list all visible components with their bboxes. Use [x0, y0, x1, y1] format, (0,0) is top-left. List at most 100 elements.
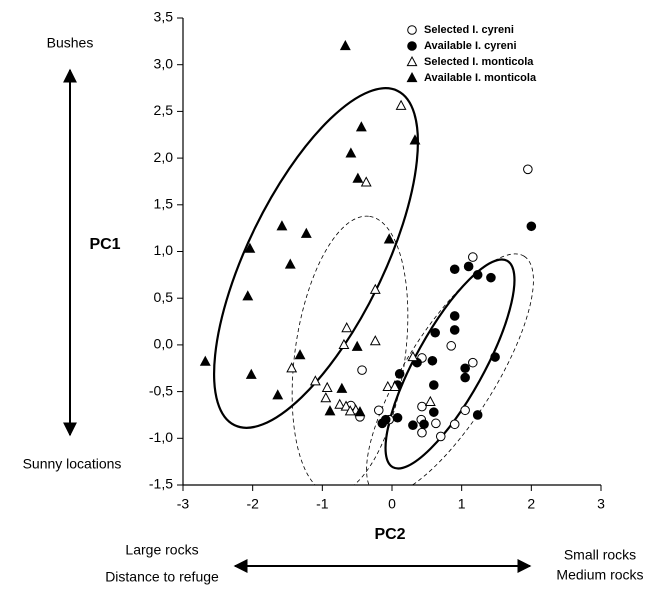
point	[409, 134, 421, 145]
point	[407, 350, 419, 362]
ellipse-available-cyreni	[384, 258, 516, 470]
point	[490, 352, 500, 362]
point	[449, 264, 460, 275]
legend-marker	[406, 71, 418, 83]
legend-marker	[406, 55, 418, 67]
point	[427, 355, 438, 366]
point	[345, 147, 357, 158]
point	[460, 363, 470, 374]
y-tick-label: 2,5	[154, 102, 174, 118]
point	[486, 272, 496, 283]
legend-label: Selected I. cyreni	[424, 24, 514, 36]
point	[446, 341, 457, 351]
point	[369, 335, 381, 346]
point	[417, 427, 427, 438]
point	[463, 261, 474, 272]
point	[369, 283, 381, 294]
point	[341, 322, 353, 333]
ellipse-selected-cyreni	[366, 253, 534, 485]
x-tick-label: 2	[527, 496, 535, 512]
point	[417, 401, 427, 412]
y-axis-label: PC1	[89, 236, 120, 253]
point	[339, 39, 351, 51]
y-tick-label: 0,0	[154, 336, 174, 352]
point	[431, 418, 441, 429]
point	[430, 327, 440, 338]
point	[354, 406, 366, 417]
point	[245, 368, 257, 379]
y-tick-label: 3,5	[154, 9, 174, 25]
point	[344, 405, 356, 416]
point	[244, 242, 256, 253]
x-axis-label: PC2	[374, 526, 405, 543]
point	[286, 362, 298, 373]
x-tick-label: -3	[177, 496, 190, 512]
x-tick-label: 1	[458, 496, 466, 512]
point	[449, 311, 460, 321]
y-tick-label: 1,0	[154, 242, 174, 258]
y-tick-label: 3,0	[154, 55, 174, 71]
point	[340, 400, 352, 411]
annotation: Distance to refuge	[105, 569, 219, 585]
point	[300, 227, 312, 238]
point	[320, 392, 332, 403]
legend-marker	[407, 41, 417, 51]
point	[272, 389, 284, 400]
point	[294, 349, 306, 360]
point	[352, 172, 364, 183]
point	[360, 176, 372, 187]
y-tick-label: -0,5	[149, 382, 173, 398]
point	[468, 252, 478, 262]
point	[338, 338, 350, 349]
point	[395, 99, 407, 110]
point	[199, 355, 211, 366]
ellipses	[212, 87, 534, 485]
annotation: Sunny locations	[23, 456, 122, 472]
x-tick-label: -2	[246, 496, 259, 512]
ellipse-available-monticola	[212, 87, 420, 429]
point	[429, 380, 439, 390]
point	[460, 372, 470, 383]
point	[284, 258, 296, 269]
legend-label: Selected I. monticola	[424, 56, 534, 68]
point	[468, 357, 478, 368]
y-tick-label: -1,0	[149, 429, 173, 445]
point	[394, 369, 405, 379]
x-tick-label: 3	[597, 496, 605, 512]
y-tick-label: 1,5	[154, 196, 174, 212]
point	[324, 405, 336, 416]
ellipse-selected-monticola	[291, 215, 409, 485]
point	[419, 419, 429, 430]
y-tick-label: -1,5	[149, 476, 173, 492]
point	[242, 290, 254, 301]
point	[449, 419, 460, 430]
point	[351, 340, 363, 351]
point	[336, 382, 348, 393]
point	[392, 412, 403, 423]
point	[321, 381, 333, 392]
annotation: Medium rocks	[556, 567, 643, 583]
point	[523, 164, 533, 175]
point	[355, 121, 367, 132]
point	[429, 407, 439, 417]
annotation: Bushes	[47, 35, 94, 51]
point	[276, 220, 288, 231]
legend-marker	[407, 25, 417, 35]
point	[408, 420, 418, 431]
y-tick-label: 0,5	[154, 289, 174, 305]
annotation: Small rocks	[564, 547, 636, 563]
point	[460, 405, 470, 416]
point	[449, 325, 460, 335]
point	[435, 431, 446, 442]
point	[382, 380, 394, 392]
legend-label: Available I. cyreni	[424, 40, 517, 52]
x-tick-label: -1	[316, 496, 329, 512]
legend-label: Available I. monticola	[424, 72, 537, 84]
point	[357, 365, 367, 375]
point	[334, 398, 346, 409]
point	[383, 233, 395, 244]
point	[472, 410, 483, 420]
annotation: Large rocks	[125, 542, 198, 558]
point	[424, 395, 436, 406]
